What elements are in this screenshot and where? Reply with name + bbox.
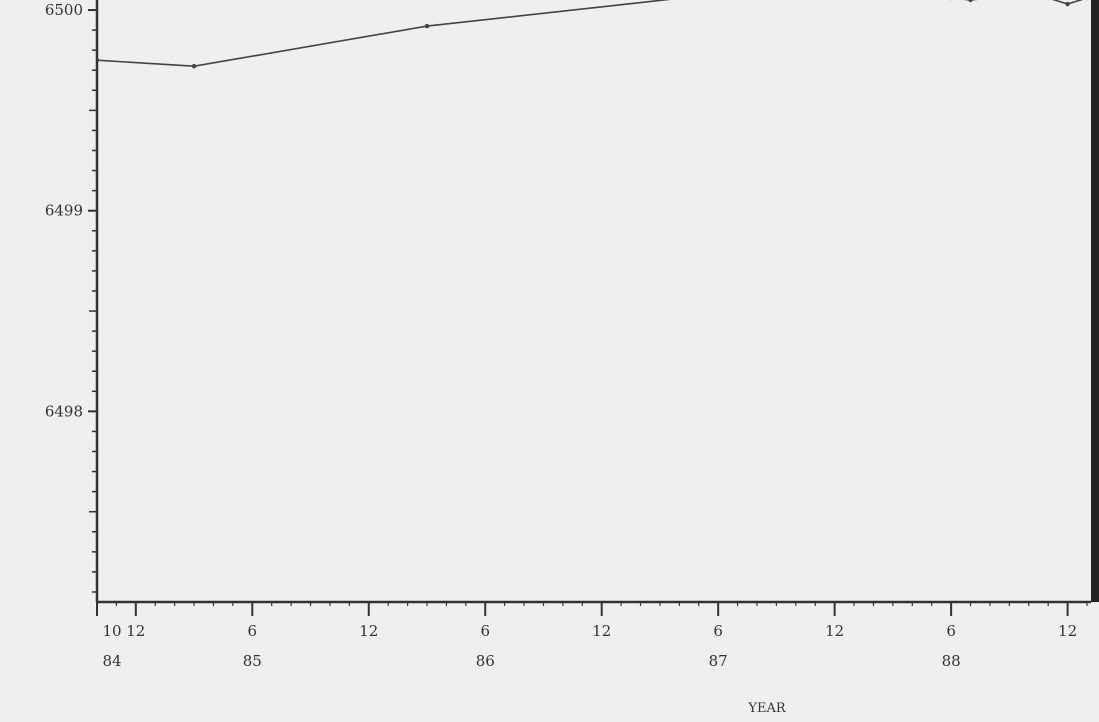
x-tick-label-year: 84 bbox=[102, 652, 121, 670]
x-tick-label-month: 6 bbox=[946, 622, 956, 640]
data-point bbox=[1065, 1, 1070, 7]
y-tick-label: 6500 bbox=[45, 1, 83, 19]
right-edge-bar bbox=[1091, 0, 1099, 602]
data-point bbox=[968, 0, 973, 3]
y-tick-label: 6499 bbox=[45, 202, 83, 220]
data-point bbox=[424, 23, 430, 29]
x-tick-label-year: 85 bbox=[243, 652, 262, 670]
x-tick-label-year: 86 bbox=[476, 652, 495, 670]
series-layer bbox=[97, 0, 1088, 69]
series-line bbox=[97, 0, 1084, 68]
data-point bbox=[97, 58, 100, 63]
x-tick-label-month: 6 bbox=[713, 622, 723, 640]
x-tick-label-month: 12 bbox=[359, 622, 378, 640]
x-axis: 10 84 12 6 85 12 6 86 12 6 87 12 6 88 12 bbox=[96, 600, 1091, 670]
x-tick-label-month: 12 bbox=[1058, 622, 1077, 640]
y-tick-label: 6498 bbox=[45, 402, 83, 420]
x-tick-label-month: 6 bbox=[248, 622, 258, 640]
y-axis: 6498 6499 6500 bbox=[45, 0, 99, 602]
x-tick-label-month: 12 bbox=[592, 622, 611, 640]
x-axis-title: YEAR bbox=[747, 701, 786, 716]
x-tick-label-month: 6 bbox=[480, 622, 490, 640]
x-tick-label-year: 87 bbox=[709, 652, 728, 670]
x-tick-label-month: 12 bbox=[126, 622, 145, 640]
data-point bbox=[191, 64, 197, 69]
x-tick-label-month: 12 bbox=[825, 622, 844, 640]
x-tick-label-month: 10 bbox=[102, 622, 121, 640]
x-tick-label-year: 88 bbox=[942, 652, 961, 670]
